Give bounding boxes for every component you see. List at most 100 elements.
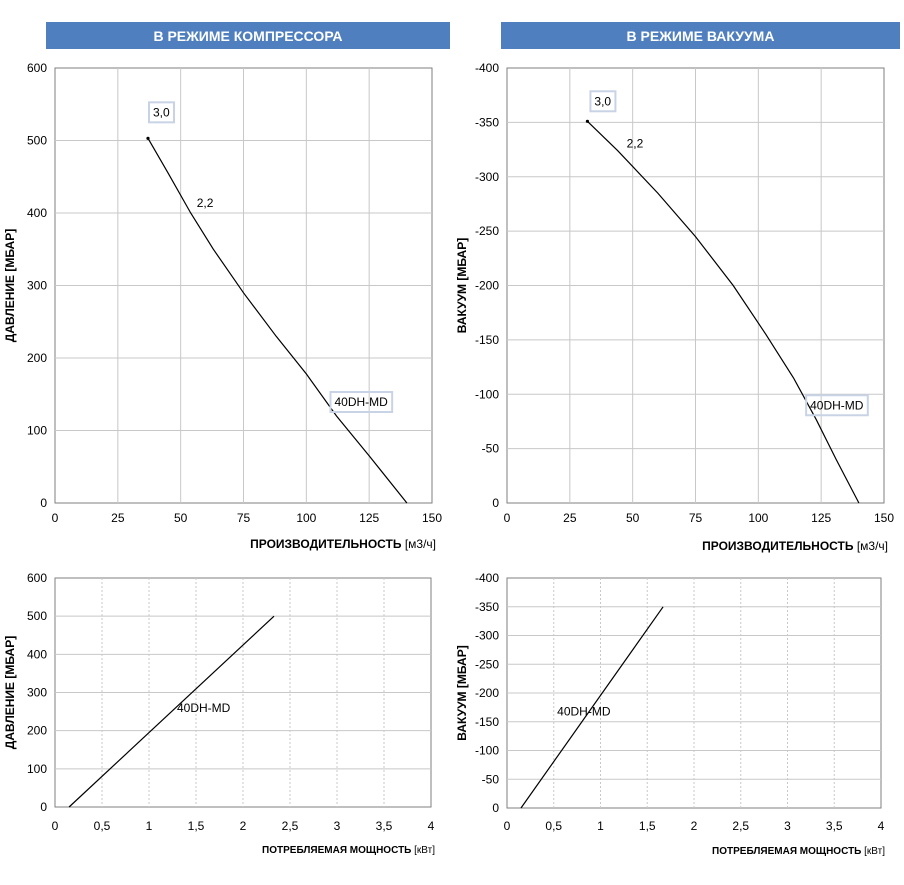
x-axis-unit: [м3/ч]: [857, 539, 888, 553]
y-tick-label: 100: [27, 762, 47, 776]
y-axis-label: ДАВЛЕНИЕ [МБАР]: [3, 229, 17, 342]
y-tick-label: -400: [475, 571, 499, 585]
y-tick-label: -50: [482, 442, 500, 456]
x-axis-label: ПОТРЕБЛЯЕМАЯ МОЩНОСТЬ [кВт]: [712, 846, 885, 857]
x-tick-label: 0: [504, 511, 511, 525]
x-axis-title: ПРОИЗВОДИТЕЛЬНОСТЬ: [250, 537, 405, 551]
x-tick-label: 0: [52, 511, 59, 525]
y-tick-label: 400: [27, 647, 47, 661]
x-axis-title: ПОТРЕБЛЯЕМАЯ МОЩНОСТЬ: [262, 845, 414, 856]
y-tick-label: -50: [482, 772, 500, 786]
y-tick-label: -300: [475, 170, 499, 184]
x-tick-label: 2,5: [732, 819, 749, 833]
y-tick-label: -350: [475, 600, 499, 614]
x-tick-label: 50: [626, 511, 640, 525]
x-tick-label: 2: [691, 819, 698, 833]
x-axis-label: ПОТРЕБЛЯЕМАЯ МОЩНОСТЬ [кВт]: [262, 845, 435, 856]
y-tick-label: -300: [475, 629, 499, 643]
x-tick-label: 1: [597, 819, 604, 833]
y-tick-label: 100: [27, 424, 47, 438]
vacuum-mode-banner: В РЕЖИМЕ ВАКУУМА: [501, 22, 900, 49]
data-point-marker: [585, 119, 590, 123]
y-tick-label: -100: [475, 744, 499, 758]
x-axis-title: ПРОИЗВОДИТЕЛЬНОСТЬ: [702, 539, 857, 553]
annotation-label: 2,2: [627, 137, 644, 151]
y-tick-label: -150: [475, 333, 499, 347]
y-tick-label: 400: [27, 206, 47, 220]
chart-3: 0 0,5 1 1,5 2 2,5 3 3,5 4 0 100 200 300 400 500 600 ДАВЛ…: [3, 571, 435, 856]
y-tick-label: 0: [40, 496, 47, 510]
series-line-40dh-md: [147, 137, 408, 504]
x-tick-label: 25: [111, 511, 125, 525]
annotation-box: [805, 394, 869, 417]
x-axis-title: ПОТРЕБЛЯЕМАЯ МОЩНОСТЬ: [712, 846, 864, 857]
y-tick-label: -150: [475, 715, 499, 729]
x-tick-label: 75: [237, 511, 251, 525]
y-tick-label: 500: [27, 134, 47, 148]
y-tick-label: 200: [27, 724, 47, 738]
x-axis-unit: [кВт]: [414, 845, 435, 856]
y-tick-label: 500: [27, 609, 47, 623]
y-tick-label: 0: [492, 801, 499, 815]
x-axis-unit: [м3/ч]: [405, 537, 436, 551]
x-tick-label: 2: [240, 819, 247, 833]
x-tick-label: 1,5: [188, 819, 205, 833]
x-tick-label: 0: [52, 819, 59, 833]
series-line-40dh-md: [520, 606, 664, 809]
x-tick-label: 4: [428, 819, 435, 833]
y-tick-label: -350: [475, 115, 499, 129]
x-tick-label: 0,5: [545, 819, 562, 833]
y-tick-label: -100: [475, 387, 499, 401]
x-tick-label: 1,5: [639, 819, 656, 833]
y-tick-label: 300: [27, 279, 47, 293]
y-axis-label: ВАКУУМ [МБАР]: [455, 645, 469, 740]
x-tick-label: 25: [563, 511, 577, 525]
annotation-label: 40DH-MD: [557, 704, 611, 718]
series-line-40dh-md: [586, 120, 860, 504]
annotation-box: [589, 90, 617, 113]
y-tick-label: -200: [475, 686, 499, 700]
y-tick-label: 0: [492, 496, 499, 510]
annotation-box: [329, 391, 394, 413]
series-line-40dh-md: [68, 615, 275, 808]
y-tick-label: 200: [27, 351, 47, 365]
x-tick-label: 75: [689, 511, 703, 525]
annotation-label: 40DH-MD: [810, 398, 864, 412]
x-tick-label: 125: [359, 511, 379, 525]
x-tick-label: 100: [748, 511, 768, 525]
y-tick-label: 600: [27, 571, 47, 585]
x-tick-label: 2,5: [282, 819, 299, 833]
y-axis-label: ВАКУУМ [МБАР]: [455, 238, 469, 333]
x-tick-label: 3: [334, 819, 341, 833]
x-tick-label: 4: [878, 819, 885, 833]
annotation-label: 3,0: [594, 94, 611, 108]
x-tick-label: 3: [784, 819, 791, 833]
y-tick-label: -250: [475, 224, 499, 238]
y-tick-label: -200: [475, 279, 499, 293]
annotation-label: 3,0: [153, 105, 170, 119]
y-tick-label: 0: [40, 800, 47, 814]
x-tick-label: 125: [811, 511, 831, 525]
x-axis-label: ПРОИЗВОДИТЕЛЬНОСТЬ [м3/ч]: [250, 537, 436, 551]
x-tick-label: 100: [296, 511, 316, 525]
y-tick-label: -250: [475, 657, 499, 671]
x-tick-label: 0: [504, 819, 511, 833]
x-tick-label: 50: [174, 511, 188, 525]
annotation-label: 40DH-MD: [177, 701, 231, 715]
chart-2: 0 25 50 75 100 125 150 0 -50 -100 -150 -200 -250 -300…: [455, 61, 894, 553]
y-axis-label: ДАВЛЕНИЕ [МБАР]: [3, 636, 17, 749]
x-tick-label: 0,5: [94, 819, 111, 833]
data-point-marker: [146, 136, 150, 140]
y-tick-label: -400: [475, 61, 499, 75]
annotation-box: [147, 101, 176, 124]
compressor-mode-banner: В РЕЖИМЕ КОМПРЕССОРА: [46, 22, 450, 49]
x-axis-unit: [кВт]: [864, 846, 885, 857]
y-tick-label: 300: [27, 686, 47, 700]
annotation-label: 2,2: [197, 196, 214, 210]
x-tick-label: 150: [874, 511, 894, 525]
chart-4: 0 0,5 1 1,5 2 2,5 3 3,5 4 0 -50 -100 -150 -200 -250 -30…: [455, 571, 885, 857]
x-tick-label: 3,5: [376, 819, 393, 833]
x-tick-label: 150: [422, 511, 442, 525]
y-tick-label: 600: [27, 61, 47, 75]
